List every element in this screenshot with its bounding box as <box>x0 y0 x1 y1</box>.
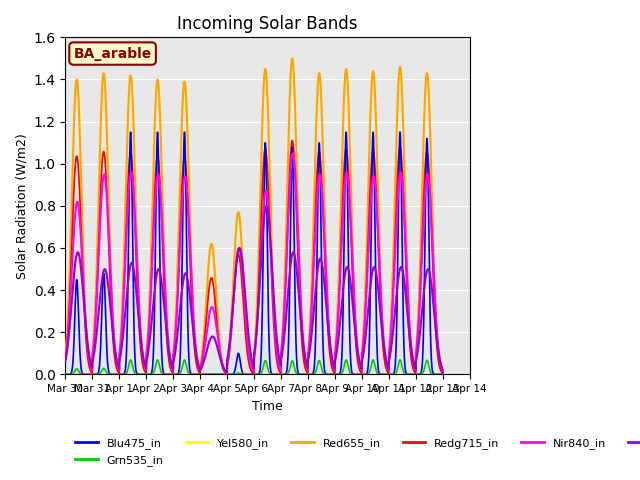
Nir840_in <box>358 348 366 353</box>
Red655_in <box>232 236 239 241</box>
Grn535_in <box>372 367 380 372</box>
Legend: Blu475_in, Grn535_in, Yel580_in, Red655_in, Redg715_in, Nir840_in, Nir945_in: Blu475_in, Grn535_in, Yel580_in, Red655_… <box>71 434 640 470</box>
Line: Blu475_in: Blu475_in <box>65 132 443 374</box>
Redg715_in <box>358 350 366 356</box>
Nir840_in <box>290 153 298 159</box>
Line: Red655_in: Red655_in <box>65 59 443 374</box>
Line: Nir840_in: Nir840_in <box>65 153 443 374</box>
Nir945_in <box>436 359 444 364</box>
Red655_in <box>436 364 444 370</box>
Red655_in <box>202 307 209 312</box>
Yel580_in <box>232 237 239 243</box>
Nir945_in <box>61 358 69 363</box>
Blu475_in <box>358 372 366 377</box>
Grn535_in <box>232 371 239 377</box>
Yel580_in <box>358 343 366 349</box>
Nir945_in <box>290 250 298 255</box>
Yel580_in <box>289 59 296 64</box>
Blu475_in <box>436 372 444 377</box>
Nir840_in <box>232 268 239 274</box>
X-axis label: Time: Time <box>252 400 283 413</box>
Nir945_in <box>232 271 239 276</box>
Blu475_in <box>372 291 380 297</box>
Nir840_in <box>372 190 380 196</box>
Line: Yel580_in: Yel580_in <box>65 61 443 374</box>
Redg715_in <box>290 148 298 154</box>
Blu475_in <box>196 372 204 377</box>
Nir840_in <box>436 359 444 365</box>
Blu475_in <box>61 372 69 377</box>
Yel580_in <box>290 72 298 78</box>
Red655_in <box>289 56 296 61</box>
Grn535_in <box>61 372 69 377</box>
Redg715_in <box>439 372 447 377</box>
Nir840_in <box>202 337 209 343</box>
Title: Incoming Solar Bands: Incoming Solar Bands <box>177 15 358 33</box>
Redg715_in <box>232 271 239 277</box>
Grn535_in <box>439 372 447 377</box>
Yel580_in <box>439 372 447 377</box>
Red655_in <box>290 69 298 75</box>
Grn535_in <box>196 372 204 377</box>
Grn535_in <box>396 357 404 363</box>
Blu475_in <box>202 372 210 377</box>
Grn535_in <box>358 372 366 377</box>
Red655_in <box>358 343 366 348</box>
Redg715_in <box>202 324 209 329</box>
Nir840_in <box>439 372 447 377</box>
Yel580_in <box>372 118 380 123</box>
Yel580_in <box>202 307 209 313</box>
Nir945_in <box>372 268 380 274</box>
Line: Grn535_in: Grn535_in <box>65 360 443 374</box>
Nir840_in <box>289 150 296 156</box>
Blu475_in <box>232 364 239 370</box>
Red655_in <box>372 115 380 120</box>
Grn535_in <box>202 372 210 377</box>
Red655_in <box>439 372 447 377</box>
Grn535_in <box>436 372 444 377</box>
Nir945_in <box>262 203 270 209</box>
Redg715_in <box>61 357 69 363</box>
Text: BA_arable: BA_arable <box>74 47 152 60</box>
Red655_in <box>61 352 69 358</box>
Redg715_in <box>289 138 296 144</box>
Redg715_in <box>436 366 444 372</box>
Blu475_in <box>290 201 298 206</box>
Line: Redg715_in: Redg715_in <box>65 141 443 374</box>
Grn535_in <box>290 361 298 367</box>
Yel580_in <box>61 352 69 358</box>
Nir945_in <box>439 372 447 377</box>
Blu475_in <box>439 372 447 377</box>
Nir945_in <box>202 352 209 358</box>
Yel580_in <box>436 364 444 370</box>
Line: Nir945_in: Nir945_in <box>65 206 443 374</box>
Blu475_in <box>396 129 404 135</box>
Nir945_in <box>358 356 366 361</box>
Redg715_in <box>372 181 380 187</box>
Y-axis label: Solar Radiation (W/m2): Solar Radiation (W/m2) <box>15 133 28 279</box>
Nir840_in <box>61 356 69 362</box>
